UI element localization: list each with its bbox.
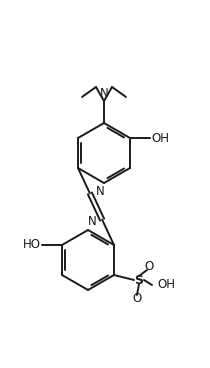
Text: OH: OH: [157, 279, 175, 291]
Text: O: O: [132, 291, 142, 304]
Text: OH: OH: [151, 131, 169, 145]
Text: O: O: [144, 261, 154, 273]
Text: N: N: [100, 87, 108, 100]
Text: N: N: [95, 185, 104, 198]
Text: N: N: [88, 215, 97, 228]
Text: S: S: [134, 273, 143, 287]
Text: HO: HO: [23, 238, 41, 251]
